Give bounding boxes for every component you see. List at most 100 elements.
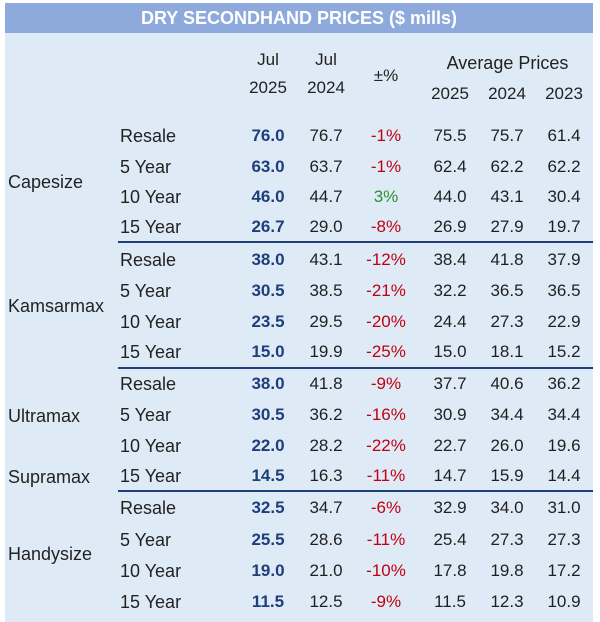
- cell-jul-2024: 36.2: [309, 405, 343, 424]
- row-label: 5 Year: [120, 405, 172, 425]
- cell-jul-2025: 22.0: [251, 436, 285, 455]
- cell-avg-2023: 27.3: [547, 530, 581, 549]
- header-avg-2023: 2023: [545, 84, 583, 103]
- header-jul-2025: Jul 2025: [240, 50, 296, 98]
- cell-avg-2025: 62.4: [433, 157, 467, 176]
- cell-avg-2023: 61.4: [547, 126, 581, 145]
- cell-avg-2023: 15.2: [547, 342, 581, 361]
- cell-avg-2023: 62.2: [547, 157, 581, 176]
- cell-jul-2025: 38.0: [251, 374, 285, 393]
- cell-change: -10%: [366, 561, 406, 580]
- cell-avg-2025: 26.9: [433, 217, 467, 236]
- table-title: DRY SECONDHAND PRICES ($ mills): [5, 3, 593, 33]
- cell-change: -9%: [370, 592, 402, 611]
- cell-avg-2025: 14.7: [433, 466, 467, 485]
- cell-change: -20%: [366, 312, 406, 331]
- cell-change: -1%: [370, 126, 402, 145]
- cell-change: -9%: [370, 374, 402, 393]
- group-supramax: Supramax: [8, 467, 91, 487]
- cell-avg-2023: 36.2: [547, 374, 581, 393]
- cell-avg-2024: 27.9: [490, 217, 524, 236]
- cell-avg-2024: 75.7: [490, 126, 524, 145]
- row-label: 15 Year: [120, 592, 182, 612]
- group-ultramax: Ultramax: [8, 406, 81, 426]
- header-month-label: Jul: [315, 50, 337, 69]
- cell-jul-2024: 12.5: [309, 592, 343, 611]
- header-avg-2025: 2025: [431, 84, 469, 103]
- cell-jul-2024: 44.7: [309, 187, 343, 206]
- cell-change: -11%: [366, 466, 406, 485]
- row-label: Resale: [120, 250, 177, 270]
- cell-change: -1%: [370, 157, 402, 176]
- cell-avg-2025: 30.9: [433, 405, 467, 424]
- cell-change: -11%: [366, 530, 406, 549]
- cell-jul-2025: 23.5: [251, 312, 285, 331]
- group-separator: [118, 241, 593, 243]
- cell-avg-2023: 22.9: [547, 312, 581, 331]
- cell-avg-2025: 32.2: [433, 281, 467, 300]
- row-label: Resale: [120, 374, 177, 394]
- cell-jul-2024: 21.0: [309, 561, 343, 580]
- cell-jul-2025: 32.5: [251, 498, 285, 517]
- group-separator: [118, 490, 593, 492]
- row-label: Resale: [120, 498, 177, 518]
- cell-avg-2025: 15.0: [433, 342, 467, 361]
- cell-avg-2024: 34.4: [490, 405, 524, 424]
- group-separator: [118, 367, 593, 369]
- cell-avg-2023: 19.6: [547, 436, 581, 455]
- cell-change: -12%: [366, 250, 406, 269]
- cell-avg-2023: 17.2: [547, 561, 581, 580]
- cell-jul-2025: 26.7: [251, 217, 285, 236]
- cell-avg-2024: 27.3: [490, 312, 524, 331]
- cell-avg-2024: 15.9: [490, 466, 524, 485]
- cell-jul-2024: 29.5: [309, 312, 343, 331]
- row-label: 10 Year: [120, 312, 182, 332]
- cell-avg-2024: 36.5: [490, 281, 524, 300]
- cell-jul-2024: 63.7: [309, 157, 343, 176]
- cell-avg-2024: 26.0: [490, 436, 524, 455]
- cell-avg-2025: 24.4: [433, 312, 467, 331]
- cell-change: -6%: [370, 498, 402, 517]
- cell-jul-2025: 30.5: [251, 281, 285, 300]
- cell-avg-2024: 12.3: [490, 592, 524, 611]
- cell-avg-2024: 43.1: [490, 187, 524, 206]
- cell-avg-2025: 37.7: [433, 374, 467, 393]
- cell-avg-2025: 22.7: [433, 436, 467, 455]
- cell-avg-2024: 27.3: [490, 530, 524, 549]
- cell-jul-2025: 63.0: [251, 157, 285, 176]
- cell-jul-2025: 11.5: [251, 592, 285, 611]
- cell-avg-2023: 14.4: [547, 466, 581, 485]
- group-capesize: Capesize: [8, 172, 84, 192]
- cell-jul-2025: 38.0: [251, 250, 285, 269]
- header-change: ±%: [373, 66, 399, 85]
- cell-change: -8%: [370, 217, 402, 236]
- row-label: 10 Year: [120, 436, 182, 456]
- cell-change: -25%: [366, 342, 406, 361]
- row-label: 10 Year: [120, 561, 182, 581]
- row-label: Resale: [120, 126, 177, 146]
- cell-avg-2023: 10.9: [547, 592, 581, 611]
- cell-avg-2025: 75.5: [433, 126, 467, 145]
- cell-jul-2024: 38.5: [309, 281, 343, 300]
- header-month-label: Jul: [257, 50, 279, 69]
- row-label: 10 Year: [120, 187, 182, 207]
- row-label: 15 Year: [120, 342, 182, 362]
- row-label: 15 Year: [120, 466, 182, 486]
- cell-jul-2025: 76.0: [251, 126, 285, 145]
- group-handysize: Handysize: [8, 544, 93, 564]
- cell-jul-2024: 28.2: [309, 436, 343, 455]
- cell-avg-2023: 30.4: [547, 187, 581, 206]
- cell-avg-2024: 19.8: [490, 561, 524, 580]
- cell-avg-2025: 44.0: [433, 187, 467, 206]
- header-jul-2024: Jul 2024: [298, 50, 354, 98]
- cell-jul-2024: 16.3: [309, 466, 343, 485]
- cell-jul-2025: 19.0: [251, 561, 285, 580]
- cell-jul-2024: 19.9: [309, 342, 343, 361]
- cell-avg-2023: 36.5: [547, 281, 581, 300]
- group-kamsarmax: Kamsarmax: [8, 296, 105, 316]
- row-label: 5 Year: [120, 157, 172, 177]
- cell-avg-2025: 25.4: [433, 530, 467, 549]
- table-background: [5, 33, 593, 622]
- cell-jul-2025: 46.0: [251, 187, 285, 206]
- header-year-label: 2024: [307, 78, 345, 97]
